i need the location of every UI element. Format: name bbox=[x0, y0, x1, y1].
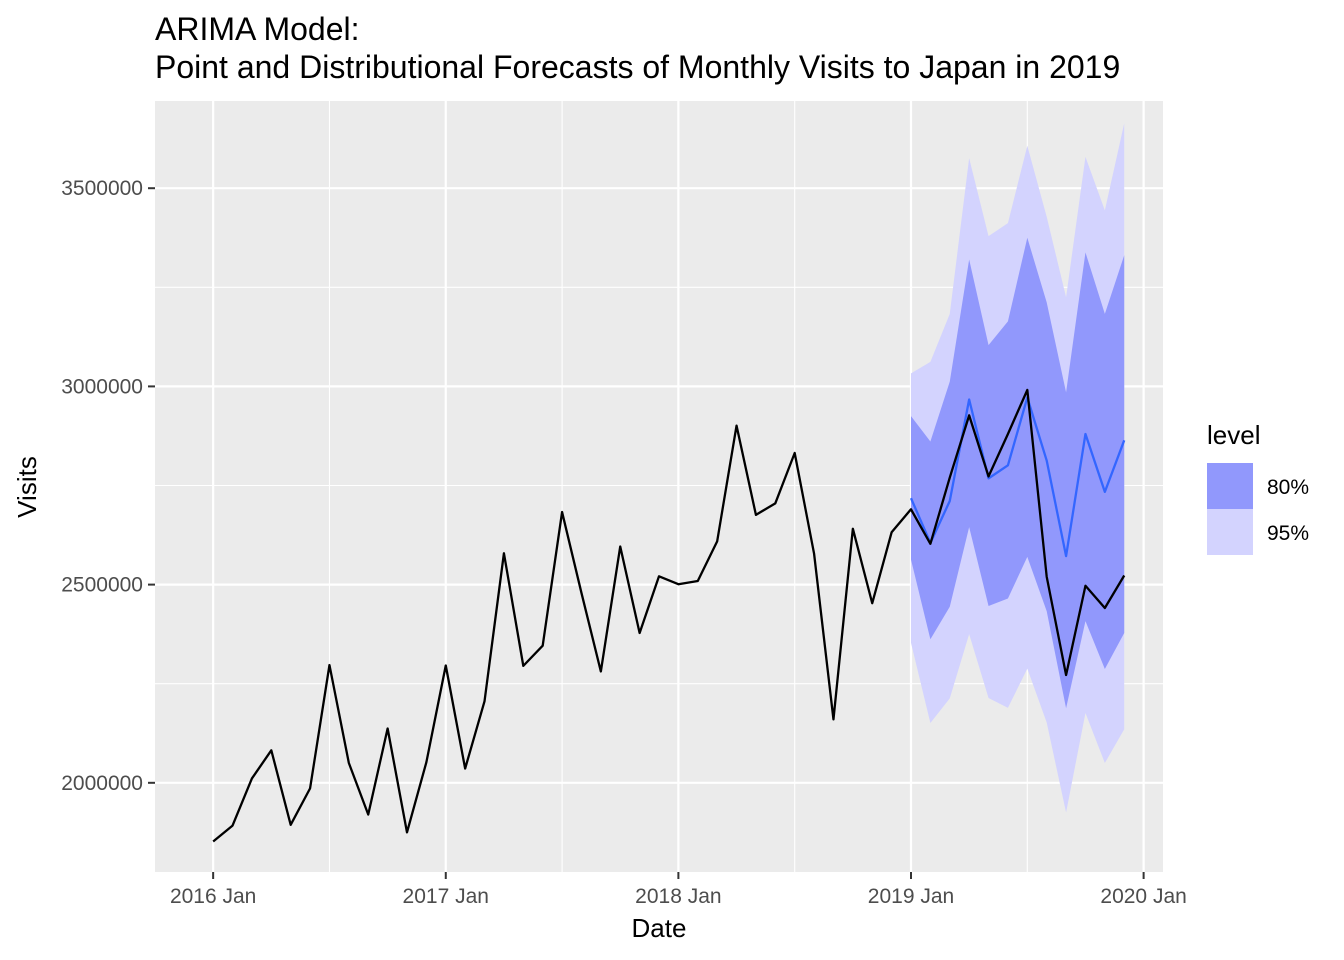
legend-title: level bbox=[1207, 420, 1260, 450]
chart-title-line2: Point and Distributional Forecasts of Mo… bbox=[155, 49, 1120, 85]
actual-visits-line bbox=[212, 388, 1126, 843]
chart-title-line1: ARIMA Model: bbox=[155, 11, 360, 47]
legend-label: 95% bbox=[1267, 522, 1309, 545]
x-tick-label: 2018 Jan bbox=[635, 885, 721, 908]
legend: level 80% 95% bbox=[1207, 420, 1309, 555]
x-axis-title: Date bbox=[632, 913, 687, 943]
legend-key bbox=[1207, 463, 1253, 509]
y-axis-ticks: 2000000 2500000 3000000 3500000 bbox=[61, 177, 155, 795]
y-axis-title: Visits bbox=[12, 456, 42, 518]
y-tick-label: 2000000 bbox=[61, 772, 143, 795]
x-tick-label: 2016 Jan bbox=[170, 885, 256, 908]
legend-key bbox=[1207, 509, 1253, 555]
x-tick-label: 2020 Jan bbox=[1100, 885, 1186, 908]
legend-label: 80% bbox=[1267, 476, 1309, 499]
x-tick-label: 2019 Jan bbox=[868, 885, 954, 908]
y-tick-label: 3000000 bbox=[61, 375, 143, 398]
series-lines bbox=[212, 388, 1126, 843]
minor-gridlines bbox=[155, 101, 1163, 872]
x-axis-ticks: 2016 Jan 2017 Jan 2018 Jan 2019 Jan 2020 Jan bbox=[170, 872, 1187, 908]
y-tick-label: 3500000 bbox=[61, 177, 143, 200]
interval-80-band bbox=[911, 237, 1125, 709]
forecast-mean-line bbox=[909, 396, 1126, 558]
y-tick-label: 2500000 bbox=[61, 574, 143, 597]
x-tick-label: 2017 Jan bbox=[403, 885, 489, 908]
legend-items: 80% 95% bbox=[1207, 463, 1309, 555]
forecast-intervals bbox=[911, 123, 1125, 813]
